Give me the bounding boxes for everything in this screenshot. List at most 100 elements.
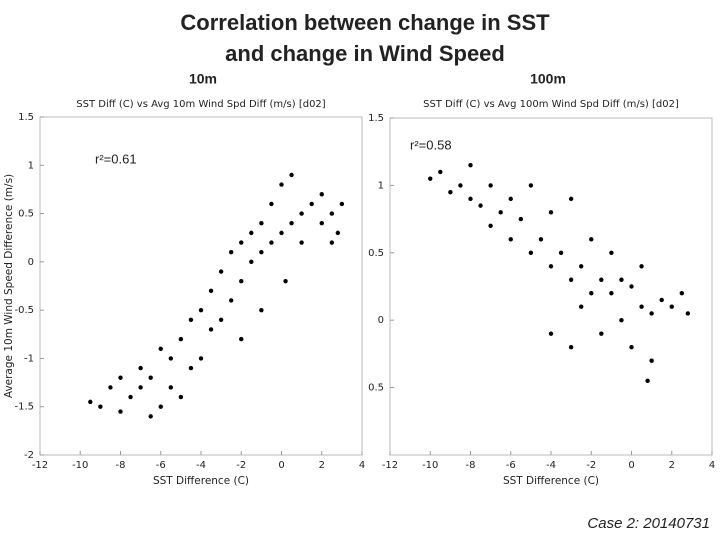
point [548, 264, 554, 269]
point [168, 385, 174, 390]
point [428, 176, 433, 181]
point [208, 288, 214, 294]
point [259, 221, 264, 226]
point [329, 240, 335, 245]
x-tick-label: -10 [422, 460, 438, 471]
y-tick-label: 0.5 [18, 209, 34, 220]
point [478, 203, 483, 208]
slide-title-line: and change in Wind Speed [225, 41, 505, 66]
x-tick-label: -2 [236, 460, 246, 471]
x-tick-label: -6 [506, 460, 516, 471]
x-tick-label: 4 [709, 460, 715, 471]
point [599, 277, 604, 282]
point [148, 414, 153, 419]
y-tick-label: 1.5 [368, 113, 384, 124]
y-tick-label: 0 [28, 257, 34, 268]
point [458, 183, 463, 188]
point [148, 375, 153, 380]
x-tick-label: -10 [72, 460, 88, 471]
point [239, 336, 244, 342]
point [448, 189, 453, 195]
point [578, 264, 584, 269]
y-tick-label: -2 [24, 450, 34, 461]
x-tick-label: 2 [319, 460, 325, 471]
point [98, 404, 103, 409]
x-tick-label: -2 [586, 460, 596, 471]
point [289, 221, 294, 226]
point [335, 230, 341, 236]
chart-title: SST Diff (C) vs Avg 10m Wind Spd Diff (m… [76, 99, 325, 110]
point [269, 240, 274, 245]
point [538, 237, 544, 242]
y-tick-label: 1 [28, 160, 34, 171]
point [548, 210, 554, 215]
point [649, 311, 654, 316]
point [518, 216, 524, 222]
point [138, 365, 143, 371]
x-tick-label: -8 [466, 460, 476, 471]
y-tick-label: -0.5 [14, 305, 34, 316]
point [188, 365, 194, 371]
slide-title-line: Correlation between change in SST [180, 10, 550, 35]
x-axis-label: SST Difference (C) [503, 475, 599, 487]
point [649, 358, 654, 363]
point [568, 196, 574, 202]
point [239, 240, 244, 245]
point [249, 259, 254, 265]
point [118, 375, 123, 380]
point [558, 250, 564, 255]
x-tick-label: -4 [546, 460, 556, 471]
point [88, 399, 93, 405]
point [659, 297, 664, 303]
panel-label: 10m [189, 71, 217, 87]
point [279, 230, 284, 236]
point [178, 394, 184, 400]
y-tick-label: -1 [24, 353, 34, 364]
point [679, 291, 685, 296]
point [218, 317, 224, 322]
point [685, 311, 691, 316]
footer: Case 2: 20140731 [587, 515, 710, 532]
point [218, 269, 224, 274]
point [568, 344, 574, 350]
x-tick-label: -12 [32, 460, 48, 471]
point [198, 356, 204, 361]
point [339, 201, 345, 207]
point [619, 318, 624, 323]
point [168, 356, 174, 361]
point [589, 237, 594, 242]
point [508, 237, 513, 242]
point [249, 230, 254, 236]
point [118, 409, 123, 414]
point [468, 196, 473, 202]
point [599, 331, 604, 336]
point [178, 336, 184, 342]
point [188, 317, 194, 322]
y-tick-label: -1.5 [14, 402, 34, 413]
x-tick-label: -4 [196, 460, 206, 471]
x-axis-label: SST Difference (C) [153, 475, 249, 487]
point [669, 304, 674, 309]
point [208, 327, 214, 332]
annotation: r²=0.58 [410, 137, 452, 152]
point [629, 284, 634, 289]
x-tick-label: -6 [156, 460, 166, 471]
point [578, 304, 584, 309]
point [468, 162, 473, 168]
y-tick-label: 0 [378, 315, 384, 326]
point [138, 385, 143, 390]
point [609, 250, 614, 255]
chart-title: SST Diff (C) vs Avg 100m Wind Spd Diff (… [423, 99, 679, 110]
y-tick-label: 0.5 [368, 248, 384, 259]
point [158, 346, 163, 351]
point [645, 378, 650, 384]
point [309, 201, 314, 207]
point [498, 210, 503, 215]
point [609, 291, 614, 296]
point [568, 277, 574, 282]
point [488, 223, 493, 229]
point [438, 169, 443, 175]
point [528, 183, 534, 188]
point [629, 344, 634, 350]
